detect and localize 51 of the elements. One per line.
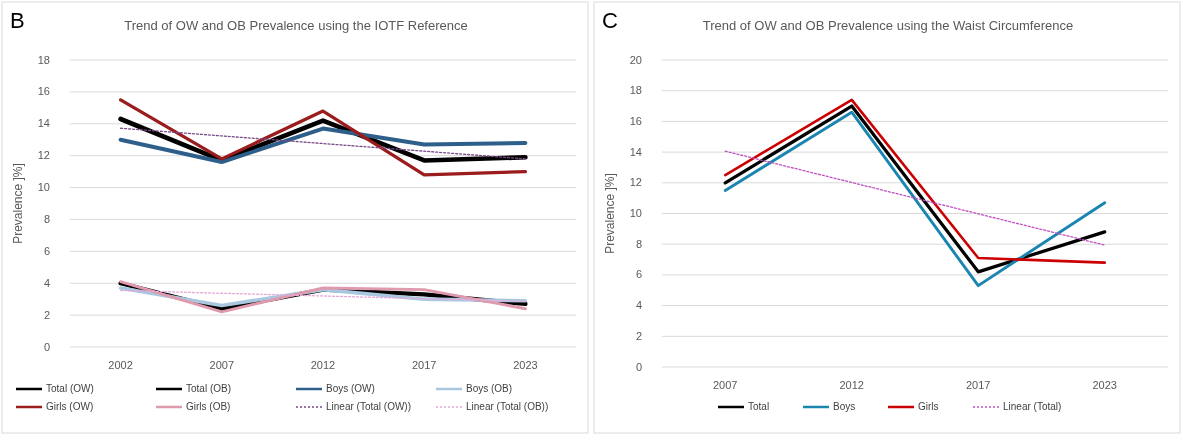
legend-label: Girls (OW) [46,401,94,413]
x-tick-label: 2017 [966,379,991,391]
x-tick-label: 2007 [209,359,235,371]
y-tick-label: 12 [37,149,50,162]
y-axis-title: Prevalence ]%] [11,163,25,244]
y-tick-label: 10 [37,181,50,194]
x-tick-label: 2012 [839,379,864,391]
x-tick-label: 2023 [1092,379,1117,391]
y-tick-label: 14 [37,117,50,130]
y-tick-label: 12 [629,176,642,189]
legend-label: Total [748,401,770,413]
x-tick-label: 2017 [411,359,437,371]
y-axis-title: Prevalence ]%] [603,173,617,254]
text: B [10,8,25,33]
legend-label: Total (OB) [186,383,232,395]
y-tick-label: 2 [43,308,50,321]
legend-label: Linear (Total) [1003,401,1062,413]
line-series [118,98,528,177]
line-series [119,289,527,303]
x-tick-label: 2007 [713,379,738,391]
legend-label: Boys (OW) [326,383,375,395]
legend-label: Girls (OB) [186,401,231,413]
legend-label: Boys (OB) [466,383,513,395]
y-tick-label: 8 [635,237,642,250]
x-tick-label: 2002 [108,359,133,371]
x-tick-label: 2023 [513,359,538,371]
y-tick-label: 16 [37,85,50,98]
chart-title: Trend of OW and OB Prevalence using the Waist Circumference [702,18,1074,33]
y-tick-label: 16 [629,114,642,127]
y-tick-label: 4 [43,276,50,289]
legend-label: Girls [918,401,939,413]
text: C [602,8,618,33]
x-tick-label: 2012 [310,359,336,371]
y-tick-label: 10 [629,207,642,220]
y-tick-label: 18 [37,53,50,66]
y-tick-label: 2 [635,329,642,342]
y-tick-label: 0 [635,360,642,373]
legend-label: Boys [833,401,856,413]
chart-title: Trend of OW and OB Prevalence using the IOTF Reference [124,18,468,33]
y-tick-label: 8 [43,212,50,225]
y-tick-label: 0 [43,340,50,353]
y-tick-label: 6 [635,268,642,281]
legend-label: Total (OW) [46,383,94,395]
legend-label: Linear (Total (OW)) [326,401,412,413]
legend-label: Linear (Total (OB)) [466,401,549,413]
line-series [724,150,1106,246]
y-tick-label: 6 [43,244,50,257]
y-tick-label: 20 [629,53,642,66]
y-tick-label: 4 [635,299,642,312]
y-tick-label: 18 [629,84,642,97]
y-tick-label: 14 [629,145,642,158]
